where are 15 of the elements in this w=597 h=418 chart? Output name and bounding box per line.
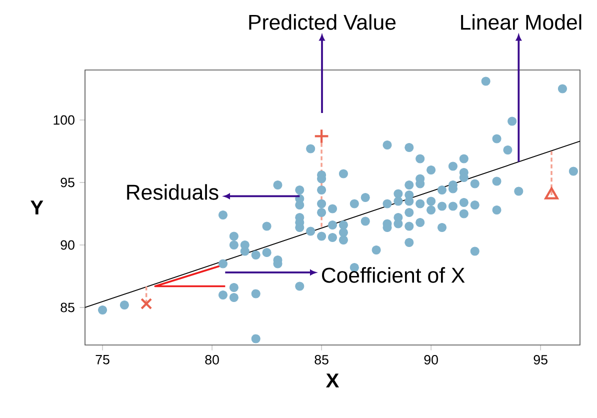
x-axis-title: X: [326, 374, 339, 388]
text: Predicted Value: [249, 14, 396, 30]
x-tick-label: 75: [96, 355, 110, 364]
x-tick-label: 95: [534, 355, 548, 364]
annotation: Linear Model: [461, 14, 582, 30]
annotation: Coefficient of X: [322, 267, 465, 283]
y-tick-label: 100: [54, 115, 74, 125]
annotation: Residuals: [127, 184, 218, 200]
y-axis-title: Y: [30, 200, 44, 214]
y-tick-label: 95: [60, 178, 74, 188]
x-tick-label: 85: [314, 355, 328, 364]
y-tick-label: 90: [60, 240, 74, 250]
y-tick-label: 85: [60, 302, 74, 312]
x-tick-label: 90: [424, 355, 438, 364]
x-tick-label: 80: [205, 355, 219, 364]
